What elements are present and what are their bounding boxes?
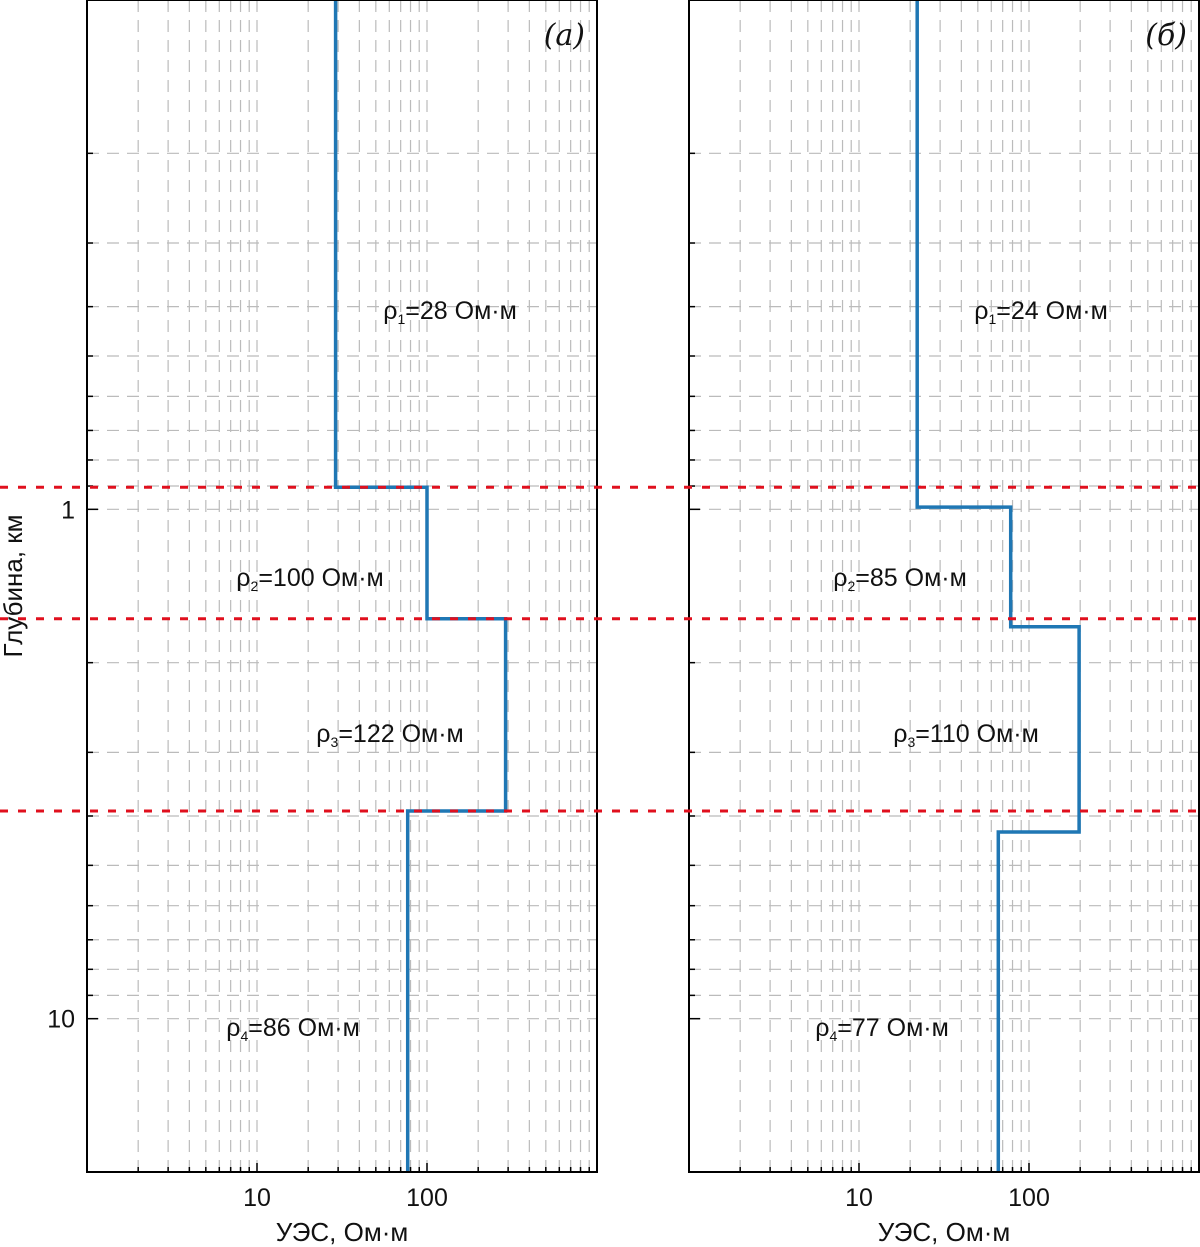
layer-index: 3: [907, 734, 915, 750]
layer-index: 3: [331, 734, 339, 750]
layer-value: =110 Ом·м: [915, 720, 1039, 748]
rho-symbol: ρ: [226, 1014, 240, 1042]
layer-resistivity-label: ρ2=85 Ом·м: [833, 564, 967, 594]
layer-index: 2: [251, 578, 259, 594]
layer-index: 1: [988, 311, 996, 327]
layer-index: 4: [829, 1028, 837, 1044]
layer-value: =85 Ом·м: [855, 564, 967, 592]
x-tick-label: 10: [845, 1184, 873, 1212]
y-tick-label: 1: [61, 496, 75, 524]
rho-symbol: ρ: [974, 297, 988, 325]
plot-frame: [688, 0, 1200, 1173]
x-axis-label: УЭС, Ом·м: [276, 1217, 409, 1247]
layer-resistivity-label: ρ1=24 Ом·м: [974, 297, 1108, 327]
panel-label: (а): [544, 18, 585, 53]
rho-symbol: ρ: [833, 564, 847, 592]
layer-resistivity-label: ρ1=28 Ом·м: [383, 297, 517, 327]
layer-value: =122 Ом·м: [338, 720, 463, 748]
layer-value: =24 Ом·м: [996, 297, 1108, 325]
layer-resistivity-label: ρ4=77 Ом·м: [815, 1014, 949, 1044]
x-tick-label: 100: [1008, 1184, 1050, 1212]
layer-resistivity-label: ρ2=100 Ом·м: [236, 564, 383, 594]
layer-value: =86 Ом·м: [248, 1014, 360, 1042]
layer-value: =100 Ом·м: [258, 564, 383, 592]
layer-resistivity-label: ρ4=86 Ом·м: [226, 1014, 360, 1044]
layer-index: 1: [397, 311, 405, 327]
plot-frame: [86, 0, 598, 1173]
resistivity-profile-line: [333, 0, 508, 1172]
layer-index: 2: [847, 578, 855, 594]
layer-resistivity-label: ρ3=122 Ом·м: [316, 720, 463, 750]
layer-value: =28 Ом·м: [405, 297, 517, 325]
resistivity-profile-line: [915, 0, 1081, 1172]
rho-symbol: ρ: [815, 1014, 829, 1042]
rho-symbol: ρ: [893, 720, 907, 748]
rho-symbol: ρ: [236, 564, 250, 592]
rho-symbol: ρ: [383, 297, 397, 325]
layer-index: 4: [240, 1028, 248, 1044]
layer-resistivity-label: ρ3=110 Ом·м: [893, 720, 1039, 750]
layer-value: =77 Ом·м: [837, 1014, 949, 1042]
panel-label: (б): [1145, 18, 1187, 53]
x-axis-label: УЭС, Ом·м: [878, 1217, 1011, 1247]
x-tick-label: 100: [406, 1184, 448, 1212]
rho-symbol: ρ: [316, 720, 330, 748]
y-tick-label: 10: [47, 1006, 75, 1034]
x-tick-label: 10: [243, 1184, 271, 1212]
y-axis-label: Глубина, км: [0, 514, 28, 657]
